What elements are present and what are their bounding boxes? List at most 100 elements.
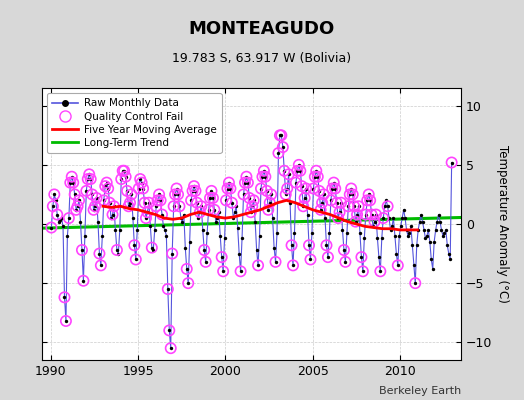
Point <box>73 203 82 210</box>
Point <box>313 174 322 180</box>
Point <box>276 132 284 138</box>
Point <box>127 191 136 198</box>
Point <box>384 203 392 210</box>
Point <box>247 209 255 215</box>
Point <box>49 203 57 210</box>
Point <box>385 215 393 221</box>
Point <box>97 262 105 268</box>
Point <box>443 242 452 248</box>
Point <box>171 191 179 198</box>
Point <box>91 203 99 210</box>
Point <box>382 197 390 204</box>
Point <box>296 168 304 174</box>
Point <box>363 197 372 204</box>
Point <box>357 254 366 260</box>
Point <box>343 230 351 237</box>
Point <box>53 211 61 218</box>
Point <box>118 168 127 174</box>
Point <box>68 174 76 180</box>
Point <box>263 188 271 194</box>
Point <box>152 203 160 210</box>
Point <box>50 191 59 198</box>
Point <box>279 144 287 150</box>
Point <box>376 268 385 274</box>
Point <box>60 294 69 300</box>
Point <box>158 211 166 218</box>
Point <box>140 200 149 206</box>
Point <box>225 180 233 186</box>
Point <box>185 238 194 245</box>
Point <box>369 223 377 230</box>
Point <box>410 262 418 268</box>
Point <box>344 203 353 210</box>
Point <box>217 254 226 260</box>
Point <box>236 268 245 274</box>
Point <box>79 278 88 284</box>
Point <box>57 215 66 221</box>
Point <box>85 171 93 178</box>
Point <box>203 230 211 237</box>
Point <box>399 207 408 213</box>
Point <box>219 268 227 274</box>
Point <box>331 185 340 192</box>
Point <box>108 211 117 218</box>
Point <box>239 191 248 198</box>
Point <box>380 203 389 210</box>
Point <box>331 185 340 192</box>
Point <box>313 174 322 180</box>
Point <box>305 242 313 248</box>
Point <box>59 223 67 230</box>
Point <box>156 197 165 204</box>
Point <box>440 230 449 237</box>
Point <box>367 211 376 218</box>
Point <box>268 215 277 221</box>
Point <box>195 209 204 215</box>
Point <box>271 259 280 265</box>
Point <box>86 176 95 182</box>
Point <box>113 247 121 253</box>
Point <box>293 168 302 174</box>
Point <box>360 235 368 241</box>
Point <box>116 227 124 233</box>
Point <box>311 174 319 180</box>
Point <box>204 207 213 213</box>
Point <box>72 207 80 213</box>
Point <box>251 218 259 225</box>
Point <box>178 218 187 225</box>
Point <box>379 215 387 221</box>
Point <box>292 180 300 186</box>
Point <box>402 227 411 233</box>
Point <box>241 180 249 186</box>
Point <box>307 256 315 263</box>
Point <box>70 191 79 198</box>
Point <box>56 217 64 224</box>
Point <box>169 203 178 210</box>
Point <box>101 183 110 189</box>
Point <box>130 242 138 248</box>
Point <box>254 262 262 268</box>
Point <box>319 191 328 198</box>
Point <box>340 247 348 253</box>
Point <box>362 211 370 218</box>
Point <box>155 191 163 198</box>
Point <box>386 227 395 233</box>
Point <box>105 200 114 206</box>
Point <box>123 188 131 194</box>
Point <box>66 180 74 186</box>
Point <box>326 197 335 204</box>
Point <box>388 223 396 230</box>
Point <box>158 211 166 218</box>
Point <box>184 280 192 286</box>
Point <box>215 209 223 215</box>
Point <box>219 268 227 274</box>
Point <box>210 207 219 213</box>
Point <box>442 227 450 233</box>
Point <box>245 195 254 201</box>
Point <box>372 211 380 218</box>
Point <box>47 224 56 231</box>
Point <box>120 168 128 174</box>
Point <box>165 327 173 334</box>
Point <box>238 235 246 241</box>
Point <box>347 185 355 192</box>
Point <box>350 203 358 210</box>
